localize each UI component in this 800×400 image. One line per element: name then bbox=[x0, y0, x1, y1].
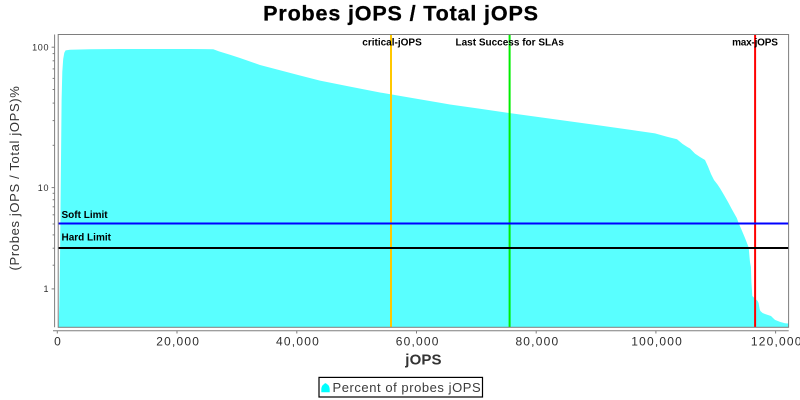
svg-text:max-jOPS: max-jOPS bbox=[732, 38, 778, 49]
svg-text:120,000: 120,000 bbox=[751, 335, 800, 349]
svg-text:critical-jOPS: critical-jOPS bbox=[362, 38, 422, 49]
svg-text:100,000: 100,000 bbox=[631, 335, 683, 349]
svg-text:Soft Limit: Soft Limit bbox=[62, 210, 109, 221]
svg-text:Last Success for SLAs: Last Success for SLAs bbox=[456, 38, 565, 49]
svg-text:10: 10 bbox=[38, 183, 49, 193]
svg-text:1: 1 bbox=[43, 284, 49, 294]
svg-text:60,000: 60,000 bbox=[396, 335, 440, 349]
svg-text:80,000: 80,000 bbox=[515, 335, 559, 349]
svg-text:0: 0 bbox=[54, 335, 62, 349]
svg-text:Hard Limit: Hard Limit bbox=[62, 233, 112, 244]
svg-text:jOPS: jOPS bbox=[404, 352, 441, 369]
svg-text:40,000: 40,000 bbox=[276, 335, 320, 349]
svg-text:20,000: 20,000 bbox=[156, 335, 200, 349]
svg-text:Probes jOPS / Total jOPS: Probes jOPS / Total jOPS bbox=[263, 1, 539, 25]
svg-text:(Probes jOPS / Total jOPS)%: (Probes jOPS / Total jOPS)% bbox=[7, 86, 22, 271]
svg-text:100: 100 bbox=[32, 43, 49, 53]
svg-text:Percent of probes jOPS: Percent of probes jOPS bbox=[333, 380, 482, 395]
